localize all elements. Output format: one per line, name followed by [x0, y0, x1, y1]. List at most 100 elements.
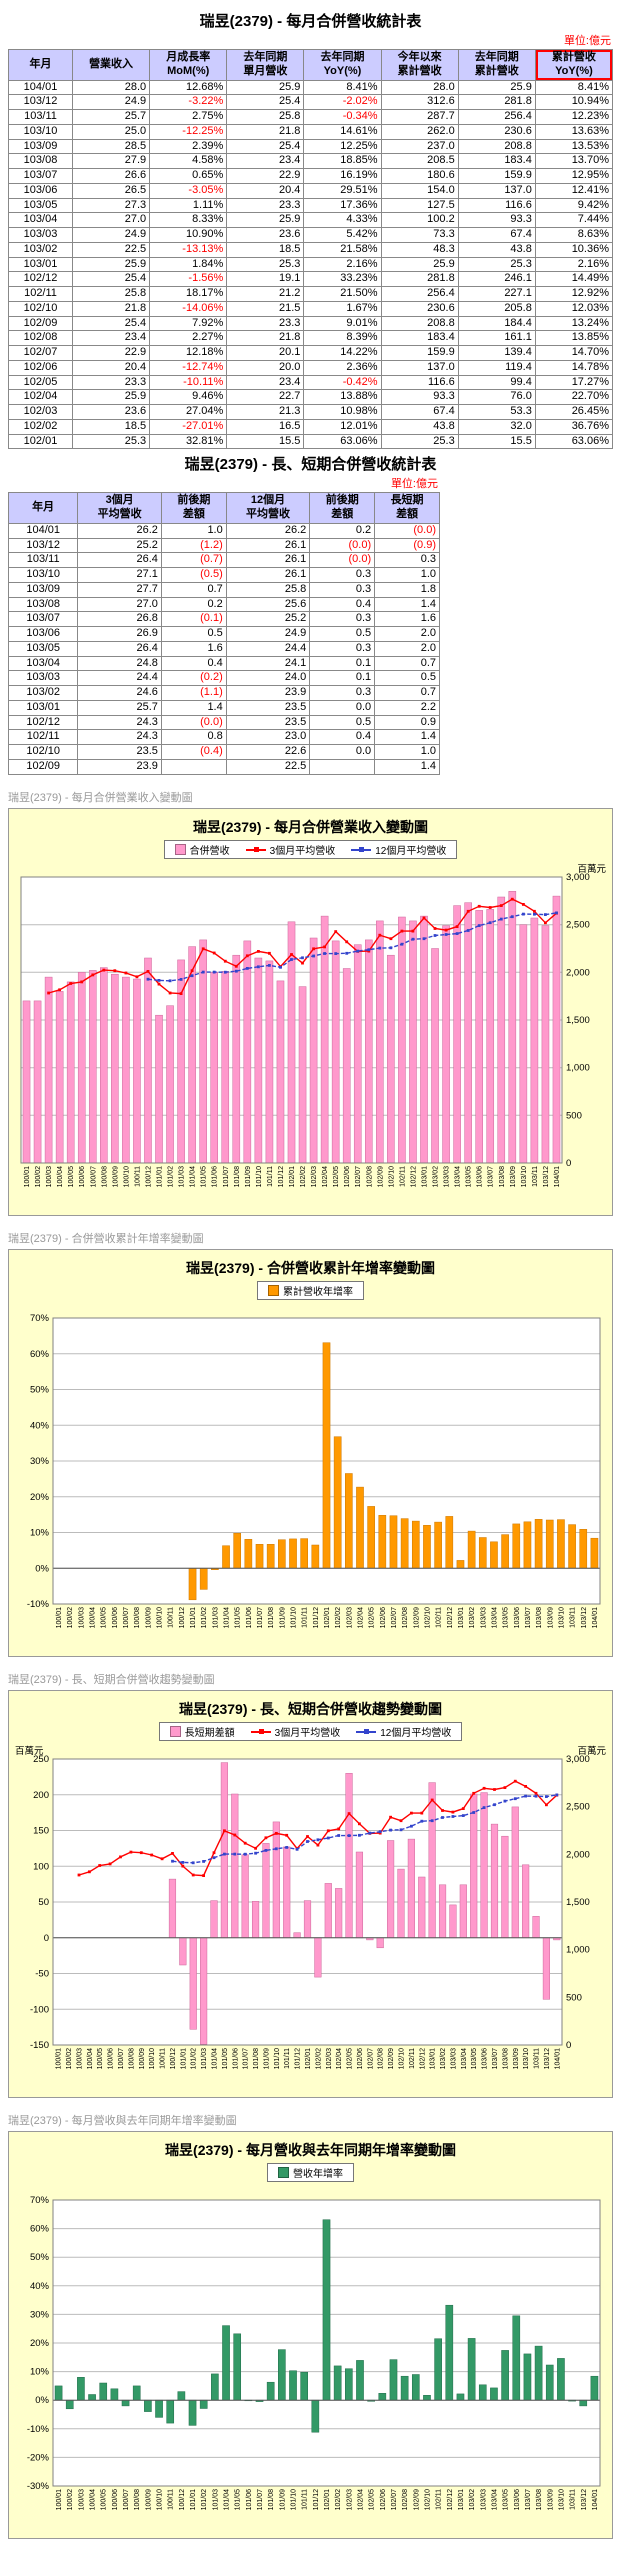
svg-text:101/04: 101/04: [224, 1606, 231, 1628]
table-cell: 102/06: [8, 359, 73, 376]
table-cell: 25.3: [226, 256, 305, 273]
table-row: 102/02 18.5 -27.01% 16.5 12.01% 43.8 32.0 36.76…: [8, 418, 614, 435]
svg-text:101/03: 101/03: [179, 1165, 186, 1187]
table-cell: 22.7: [226, 389, 305, 405]
table-cell: 21.3: [226, 404, 305, 420]
svg-text:101/02: 101/02: [191, 2047, 198, 2069]
table-cell: 1.4: [160, 699, 227, 716]
svg-text:100/05: 100/05: [101, 1606, 108, 1628]
table1-title: 瑞昱(2379) - 每月合併營收統計表: [199, 13, 422, 30]
table-cell: 103/09: [8, 138, 73, 155]
chart-title: 瑞昱(2379) - 每月營收與去年同期年增率變動圖: [165, 2141, 456, 2158]
chart-2-canvas: -10% 0% 10% 20% 30% 40% 50% 60% 70% 100/01 100/02 1…: [27, 1313, 601, 1628]
table-cell: 7.92%: [149, 315, 228, 332]
table-cell: 8.33%: [149, 212, 228, 228]
svg-text:101/04: 101/04: [190, 1165, 197, 1187]
table-cell: 0.65%: [149, 168, 228, 184]
svg-text:103/01: 103/01: [422, 1165, 429, 1187]
svg-text:2,500: 2,500: [566, 919, 590, 930]
svg-text:103/07: 103/07: [525, 1606, 532, 1628]
table-cell: 139.4: [457, 345, 536, 361]
table-cell: 23.3: [226, 197, 305, 214]
table-row: 103/02 22.5 -13.13% 18.5 21.58% 48.3 43.8 10.36…: [8, 241, 614, 258]
table-cell: 25.8: [71, 286, 151, 302]
svg-text:100/06: 100/06: [112, 1606, 119, 1628]
table-cell: 18.17%: [149, 286, 228, 302]
table-cell: 0.1: [309, 655, 376, 672]
svg-text:101/11: 101/11: [284, 2047, 291, 2068]
table-cell: 27.0: [71, 212, 151, 228]
svg-text:102/08: 102/08: [366, 1165, 373, 1187]
table-cell: -12.25%: [149, 123, 228, 140]
legend-label: 累計營收年增率: [283, 1286, 353, 1298]
table-cell: 99.4: [457, 374, 536, 391]
table-cell: 8.41%: [303, 79, 382, 96]
table-row: 103/05 26.4 1.6 24.4 0.3 2.0: [7, 640, 440, 657]
table-cell: 159.9: [380, 345, 459, 361]
table-row: 102/05 23.3 -10.11% 23.4 -0.42% 116.6 99.4 17.2…: [8, 374, 614, 391]
svg-text:101/01: 101/01: [190, 1606, 197, 1628]
svg-text:100/01: 100/01: [56, 2047, 63, 2069]
table-cell: 1.0: [374, 744, 440, 760]
table-cell: 1.4: [374, 729, 440, 745]
table-cell: -0.34%: [303, 109, 382, 125]
svg-text:102/08: 102/08: [378, 2047, 385, 2069]
table-row: 103/02 24.6 (1.1) 23.9 0.3 0.7: [7, 685, 440, 701]
table-cell: 12.41%: [534, 182, 614, 199]
table-cell: 2.75%: [149, 109, 228, 125]
table-row: 103/05 27.3 1.11% 23.3 17.36% 127.5 116.6 9.42%: [8, 197, 614, 214]
table-cell: 0.3: [309, 640, 376, 657]
svg-text:100/02: 100/02: [67, 1606, 74, 1628]
table-cell: 22.6: [225, 744, 311, 760]
chart-caption: 瑞昱(2379) - 合併營收累計年增率變動圖: [8, 1232, 204, 1245]
table-cell: 0.8: [160, 729, 227, 745]
svg-text:100/04: 100/04: [90, 1606, 97, 1628]
svg-text:104/01: 104/01: [554, 1165, 561, 1187]
legend-swatch-bar: [174, 843, 186, 855]
table-cell: 26.2: [77, 522, 162, 539]
legend-label: 12個月平均營收: [380, 1727, 452, 1739]
table-cell: 22.70%: [534, 389, 614, 405]
svg-text:-100: -100: [30, 2004, 49, 2015]
svg-text:104/01: 104/01: [554, 2047, 561, 2069]
svg-text:百萬元: 百萬元: [15, 1745, 44, 1757]
table-cell: 67.4: [380, 404, 459, 420]
svg-text:101/02: 101/02: [201, 1606, 208, 1628]
svg-text:0: 0: [566, 2040, 571, 2051]
table-cell: 103/06: [8, 182, 73, 199]
svg-text:101/06: 101/06: [212, 1165, 219, 1187]
table-cell: 0.7: [374, 685, 440, 701]
svg-text:100/08: 100/08: [128, 2047, 135, 2069]
svg-text:500: 500: [566, 1992, 582, 2003]
table-row: 103/10 25.0 -12.25% 21.8 14.61% 262.0 230.6 13.…: [8, 123, 614, 140]
svg-text:102/04: 102/04: [358, 1606, 365, 1628]
table-cell: 0.3: [309, 567, 376, 583]
chart-caption: 瑞昱(2379) - 每月合併營業收入變動圖: [8, 791, 193, 804]
svg-text:1,000: 1,000: [566, 1062, 590, 1073]
table-cell: 127.5: [380, 197, 459, 214]
table-cell: 103/08: [8, 153, 73, 169]
column-header: 3個月 平均營收: [77, 492, 162, 524]
legend-label: 營收年增率: [293, 2168, 343, 2180]
chart-title: 瑞昱(2379) - 合併營收累計年增率變動圖: [186, 1259, 435, 1276]
svg-text:40%: 40%: [30, 1420, 50, 1431]
svg-text:100/12: 100/12: [146, 1165, 153, 1187]
table-cell: 26.8: [77, 611, 162, 627]
table-cell: 18.5: [226, 241, 305, 258]
table-row: 102/10 23.5 (0.4) 22.6 0.0 1.0: [7, 744, 440, 760]
svg-text:百萬元: 百萬元: [577, 863, 606, 875]
table-cell: 102/11: [8, 286, 73, 302]
table-cell: (0.7): [160, 552, 227, 568]
column-header: 長短期 差額: [374, 492, 440, 524]
table-cell: 25.8: [226, 109, 305, 125]
table-row: 102/09 25.4 7.92% 23.3 9.01% 208.8 184.4 13.24%: [8, 315, 614, 332]
svg-text:103/03: 103/03: [444, 1165, 451, 1187]
table-cell: 10.36%: [534, 241, 614, 258]
table-cell: 93.3: [380, 389, 459, 405]
svg-text:102/01: 102/01: [324, 1606, 331, 1628]
svg-text:1,500: 1,500: [566, 1897, 590, 1908]
table-cell: 102/04: [8, 389, 73, 405]
table-cell: 0.4: [309, 596, 376, 613]
legend-item: 3個月平均營收: [250, 1724, 340, 1739]
table-row: 103/03 24.9 10.90% 23.6 5.42% 73.3 67.4 8.63%: [8, 227, 614, 243]
